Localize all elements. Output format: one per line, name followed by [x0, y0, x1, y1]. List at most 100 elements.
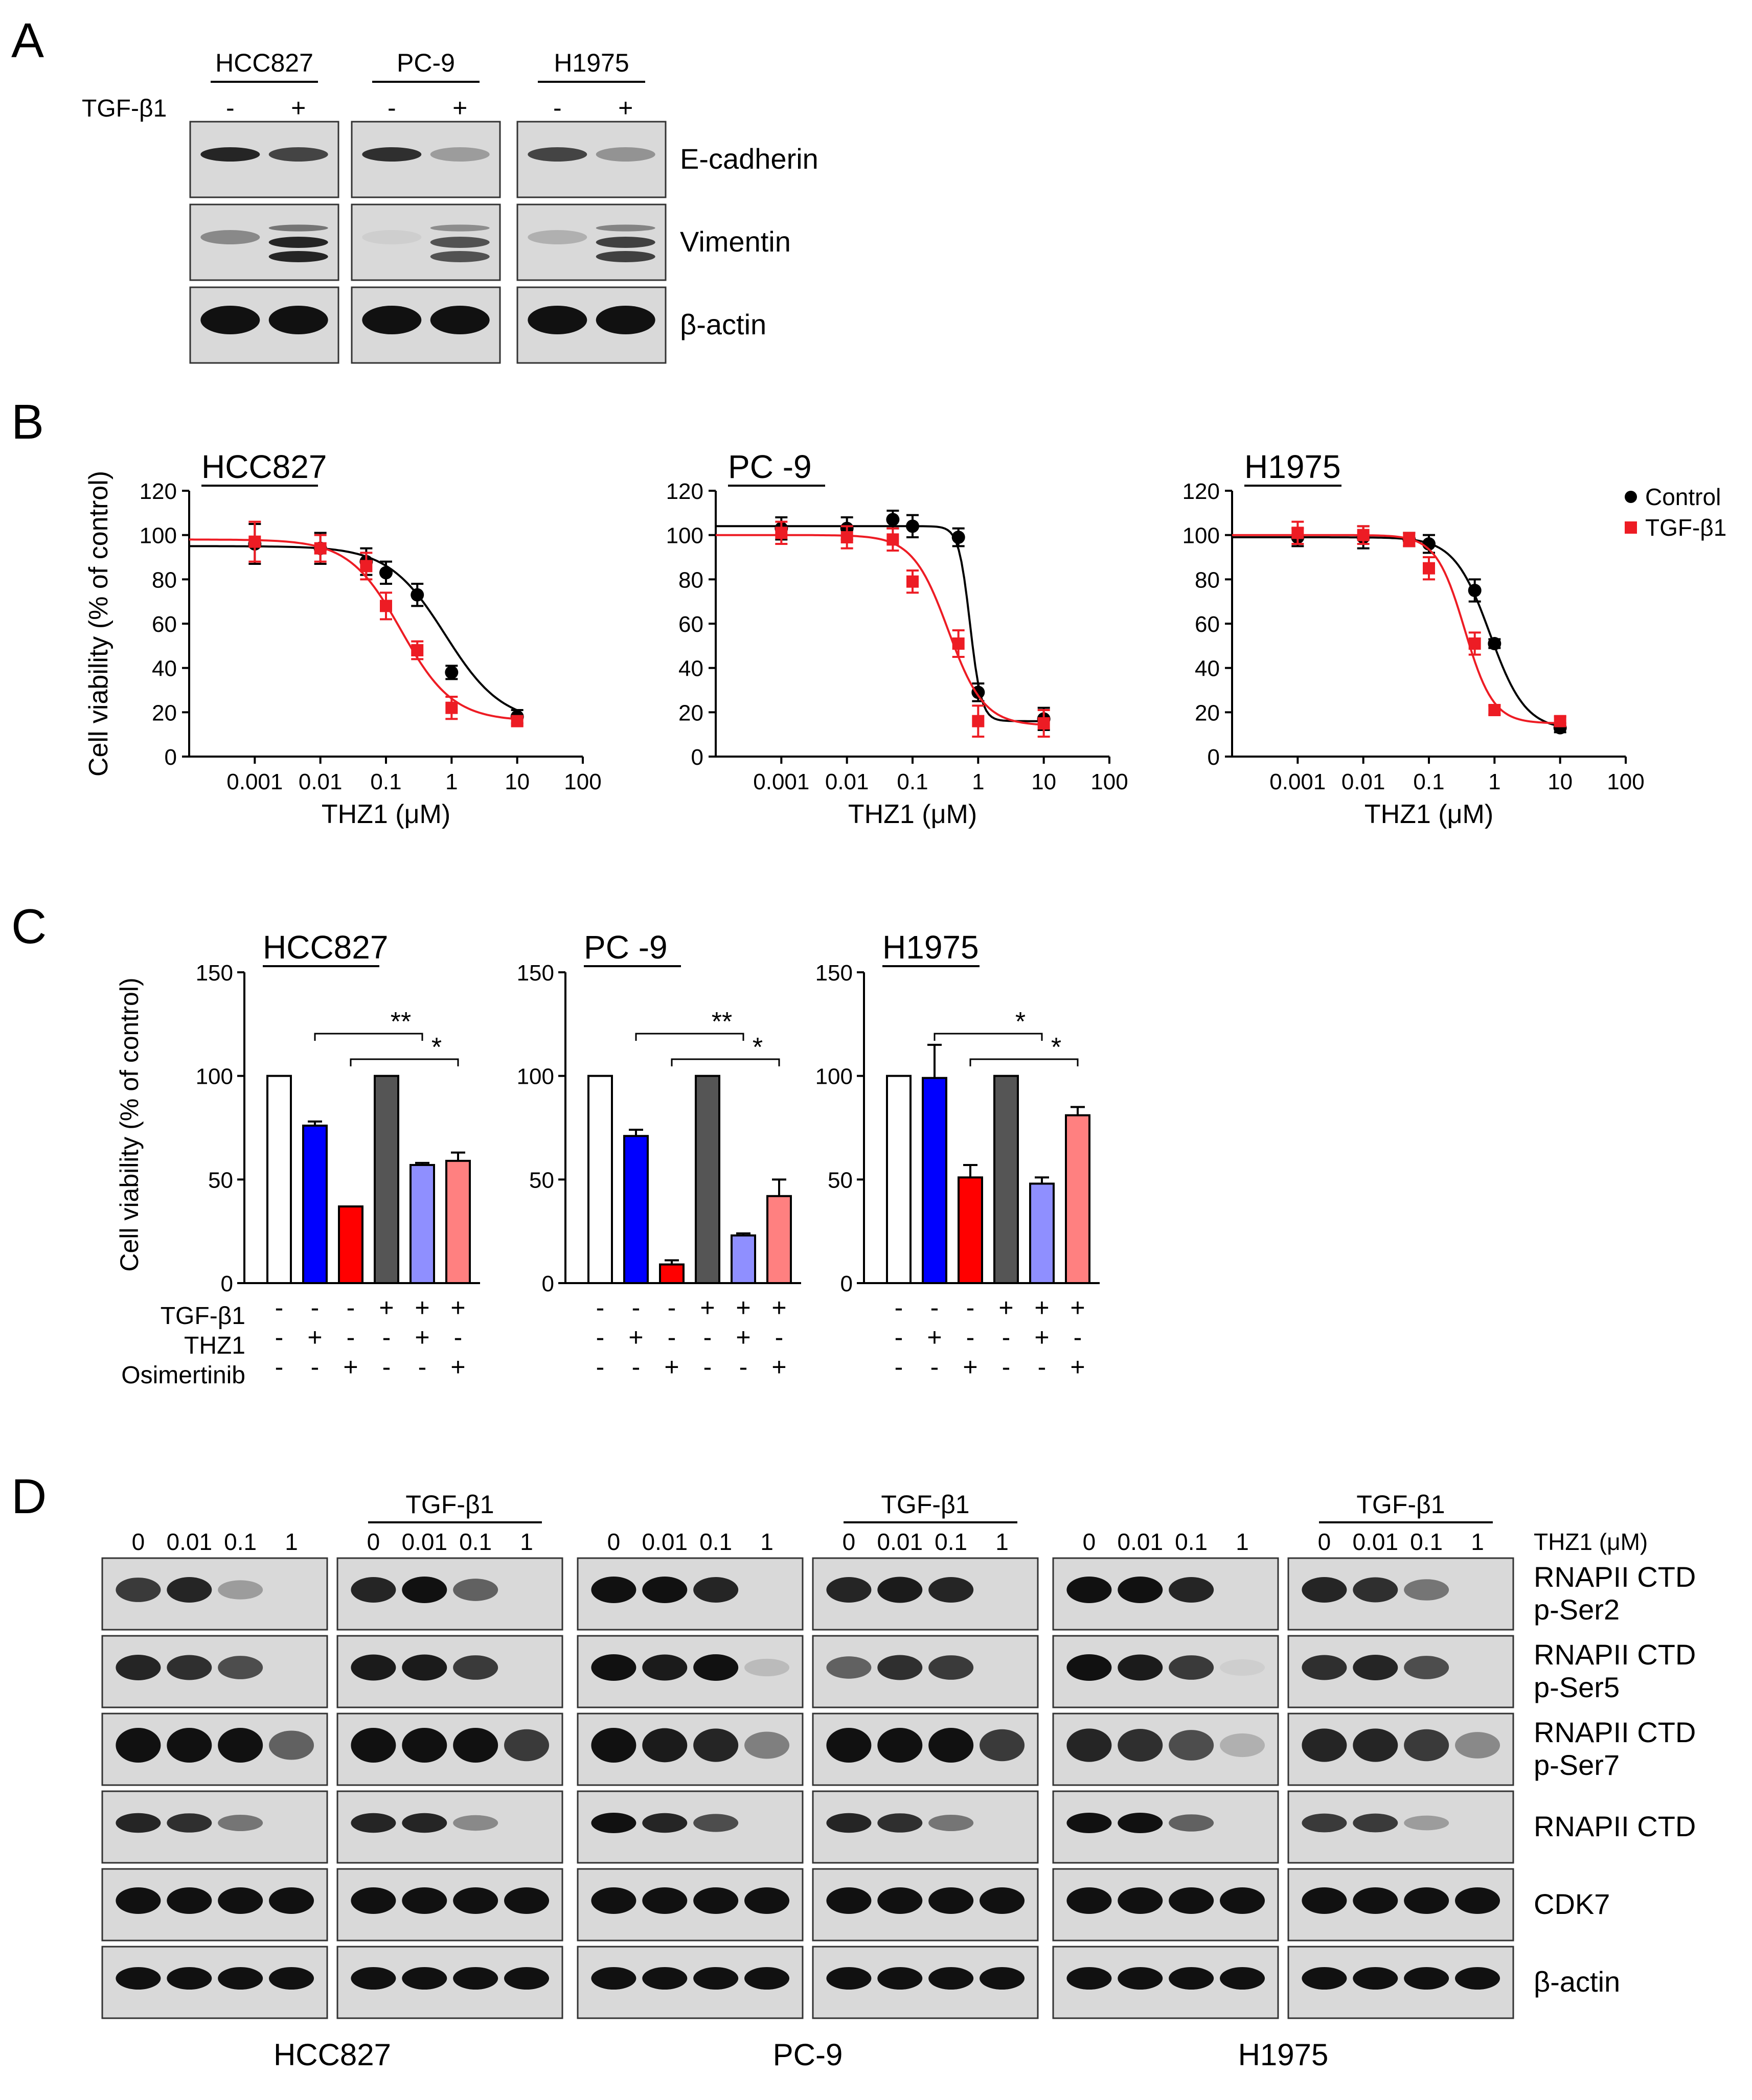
protein-band — [1302, 1577, 1347, 1603]
tgf-label: TGF-β1 — [82, 95, 167, 122]
bar — [886, 1075, 912, 1285]
chart-title: H1975 — [882, 929, 979, 966]
protein-band — [928, 1887, 974, 1914]
protein-band — [362, 230, 422, 244]
y-tick-label: 40 — [152, 656, 177, 681]
panel-label-d: D — [11, 1469, 47, 1524]
concentration-label: 1 — [520, 1528, 533, 1555]
protein-band — [351, 1577, 396, 1603]
protein-band — [1302, 1967, 1347, 1990]
cell-line-label: H1975 — [554, 49, 629, 77]
chart-title: H1975 — [1244, 448, 1341, 485]
protein-band — [1220, 1733, 1265, 1757]
concentration-label: 1 — [1471, 1528, 1484, 1555]
concentration-label: 0.01 — [167, 1528, 213, 1555]
x-tick-label: 0.01 — [299, 769, 343, 794]
protein-band — [362, 147, 422, 162]
protein-band — [1302, 1728, 1347, 1762]
y-tick-label: 60 — [152, 612, 177, 637]
tgf-point — [1554, 715, 1566, 727]
lane-sign: - — [553, 94, 562, 122]
protein-band — [1169, 1730, 1214, 1761]
panel-d-western-blot: 0 0.01 0.1 1 0 0.01 0.1 1 TGF-β1 0 0.01 0.1 1 0 0.01 0.… — [101, 1490, 1696, 2072]
y-tick-label: 50 — [208, 1168, 233, 1193]
protein-band — [1066, 1887, 1112, 1914]
bar — [731, 1234, 756, 1285]
protein-band — [877, 1967, 923, 1990]
protein-band — [402, 1967, 447, 1990]
protein-band — [402, 1728, 447, 1763]
protein-band — [928, 1655, 974, 1680]
protein-band — [877, 1577, 923, 1603]
protein-band — [1169, 1577, 1214, 1603]
treatment-sign: + — [963, 1353, 977, 1381]
concentration-label: 0.1 — [1175, 1528, 1208, 1555]
concentration-label: 0.01 — [1353, 1528, 1399, 1555]
bar — [266, 1075, 292, 1285]
significance-label: * — [431, 1033, 442, 1062]
tgf-point — [1403, 533, 1416, 546]
protein-label: Vimentin — [680, 225, 791, 258]
protein-band — [1353, 1967, 1398, 1990]
tgf-point — [906, 575, 919, 588]
treatment-sign: - — [895, 1323, 903, 1352]
tgf-point — [1357, 529, 1370, 541]
protein-band — [1302, 1813, 1347, 1833]
protein-band — [1404, 1656, 1449, 1679]
treatment-sign: - — [1002, 1353, 1011, 1381]
protein-band — [642, 1813, 688, 1833]
tgf-point — [1037, 717, 1050, 729]
tgf-point — [445, 701, 458, 714]
lane-sign: - — [226, 94, 235, 122]
treatment-sign: - — [739, 1353, 748, 1381]
protein-band — [744, 1967, 790, 1990]
bar — [1029, 1182, 1055, 1284]
protein-band — [596, 306, 655, 334]
x-tick-label: 1 — [445, 769, 458, 794]
x-axis-label: THZ1 (μM) — [848, 800, 977, 829]
significance-bracket — [635, 1033, 744, 1041]
chart-title: HCC827 — [263, 929, 388, 966]
treatment-sign: - — [703, 1323, 712, 1352]
protein-band — [268, 306, 328, 334]
lane-sign: + — [291, 94, 306, 122]
protein-band — [268, 224, 328, 232]
control-point — [1488, 637, 1501, 650]
bar — [695, 1075, 720, 1285]
tgf-label: TGF-β1 — [1356, 1490, 1445, 1519]
protein-band — [826, 1728, 872, 1763]
chart-title: HCC827 — [201, 448, 327, 485]
fit-curve — [716, 525, 1048, 722]
protein-label: p-Ser7 — [1534, 1749, 1620, 1781]
protein-band — [596, 147, 655, 162]
bar — [623, 1135, 649, 1285]
treatment-row-label: Osimertinib — [121, 1362, 245, 1389]
protein-band — [591, 1577, 636, 1603]
protein-band — [1404, 1967, 1449, 1990]
significance-label: * — [1051, 1033, 1061, 1062]
cell-line-label: HCC827 — [215, 49, 313, 77]
bar — [958, 1176, 983, 1285]
y-tick-label: 60 — [1195, 612, 1220, 637]
protein-band — [596, 237, 655, 248]
y-tick-label: 0 — [165, 745, 177, 770]
protein-band — [826, 1577, 872, 1603]
protein-label: p-Ser5 — [1534, 1671, 1620, 1703]
treatment-row-label: TGF-β1 — [161, 1303, 245, 1330]
treatment-sign: + — [1070, 1293, 1085, 1322]
protein-band — [1353, 1887, 1398, 1914]
tgf-point — [411, 644, 424, 656]
y-tick-label: 20 — [152, 700, 177, 725]
protein-band — [218, 1887, 263, 1914]
tgf-point — [380, 600, 392, 612]
protein-band — [218, 1656, 263, 1679]
y-tick-label: 60 — [678, 612, 703, 637]
protein-band — [596, 251, 655, 262]
protein-band — [1302, 1887, 1347, 1914]
protein-label: RNAPII CTD — [1534, 1638, 1696, 1671]
treatment-sign: - — [454, 1323, 463, 1352]
treatment-sign: - — [275, 1293, 284, 1322]
tgf-point — [972, 715, 985, 727]
treatment-sign: + — [379, 1293, 394, 1322]
